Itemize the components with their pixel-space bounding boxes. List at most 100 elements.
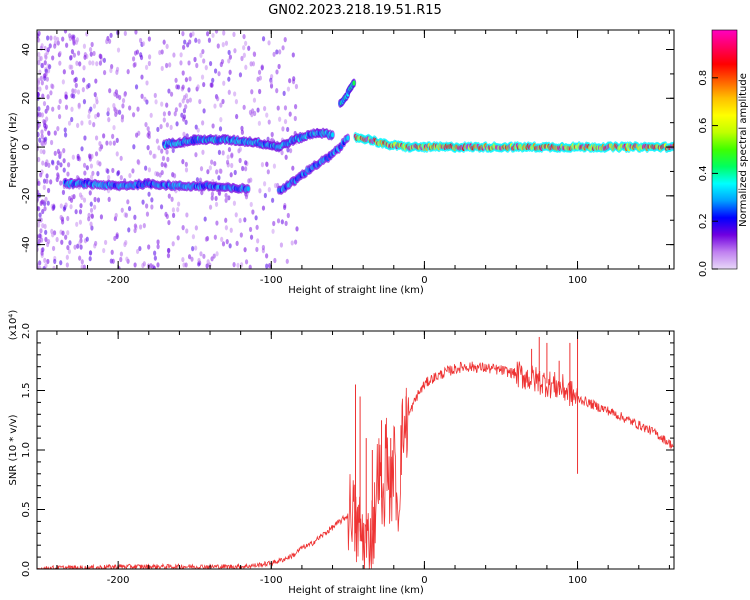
heatmap-speckle <box>273 182 278 189</box>
heatmap-speckle <box>121 98 126 104</box>
heatmap-speckle <box>68 64 72 70</box>
heatmap-speckle <box>283 37 287 43</box>
snr-y-tick-label-4: 2.0 <box>21 323 32 339</box>
heatmap-speckle <box>57 113 62 120</box>
heatmap-speckle <box>75 60 79 66</box>
heatmap-speckle <box>242 45 246 51</box>
heatmap-speckle <box>294 83 299 90</box>
heatmap-speckle <box>67 120 72 126</box>
heatmap-speckle <box>216 96 220 102</box>
heatmap-speckle <box>92 103 97 109</box>
heatmap-speckle <box>233 91 237 97</box>
heatmap-speckle <box>191 246 195 252</box>
heatmap-speckle <box>286 212 290 219</box>
heatmap-speckle <box>212 253 216 259</box>
spectrogram-x-ticks: -200 -100 0 100 <box>56 30 670 286</box>
snr-x-tick-label-3: 100 <box>568 575 587 586</box>
heatmap-speckle <box>227 58 231 64</box>
heatmap-speckle <box>218 126 223 132</box>
heatmap-speckle <box>215 169 219 175</box>
heatmap-speckle <box>40 129 44 135</box>
heatmap-speckle <box>45 173 49 179</box>
heatmap-speckle <box>142 261 146 267</box>
heatmap-speckle <box>76 155 80 161</box>
heatmap-speckle <box>201 149 205 155</box>
heatmap-speckle <box>211 123 215 129</box>
spec-x-tick-label-0: -200 <box>107 275 130 286</box>
heatmap-speckle <box>128 105 132 111</box>
heatmap-speckle <box>48 43 52 49</box>
heatmap-speckle <box>75 37 80 43</box>
heatmap-speckle <box>265 263 269 269</box>
heatmap-speckle <box>156 126 160 133</box>
spec-x-tick-label-2: 0 <box>421 275 427 286</box>
heatmap-speckle <box>242 104 246 110</box>
snr-x-tick-label-1: -100 <box>260 575 283 586</box>
heatmap-speckle <box>68 240 72 246</box>
heatmap-speckle <box>284 154 288 160</box>
heatmap-speckle <box>201 120 205 126</box>
heatmap-speckle <box>166 253 171 259</box>
heatmap-speckle <box>196 127 200 133</box>
heatmap-speckle <box>76 89 81 95</box>
heatmap-speckle <box>132 62 136 68</box>
spec-y-tick-label-1: -20 <box>21 188 32 204</box>
snr-x-tick-label-2: 0 <box>421 575 427 586</box>
heatmap-speckle <box>50 83 54 89</box>
heatmap-speckle <box>106 107 110 113</box>
heatmap-speckle <box>215 251 219 257</box>
heatmap-speckle <box>70 93 74 99</box>
heatmap-speckle <box>188 76 192 82</box>
heatmap-speckle <box>156 171 160 177</box>
heatmap-speckle <box>134 84 139 90</box>
heatmap-speckle <box>52 204 56 210</box>
heatmap-speckle <box>256 238 260 244</box>
heatmap-speckle <box>73 77 77 83</box>
heatmap-speckle <box>38 265 42 269</box>
heatmap-speckle <box>242 33 246 40</box>
heatmap-speckle <box>295 226 299 232</box>
heatmap-speckle <box>56 160 60 166</box>
snr-y-tick-label-1: 0.5 <box>21 502 32 518</box>
heatmap-speckle <box>98 141 102 147</box>
heatmap-speckle <box>208 204 213 210</box>
heatmap-speckle <box>285 258 289 264</box>
heatmap-speckle <box>149 112 153 118</box>
heatmap-speckle <box>63 127 67 133</box>
heatmap-speckle <box>120 207 124 213</box>
heatmap-speckle <box>62 158 66 164</box>
heatmap-speckle <box>49 139 54 146</box>
heatmap-speckle <box>115 137 119 143</box>
heatmap-speckle <box>79 203 83 209</box>
heatmap-speckle <box>119 175 123 181</box>
heatmap-speckle <box>102 247 106 254</box>
heatmap-speckle <box>152 265 156 269</box>
heatmap-speckle <box>272 51 276 57</box>
heatmap-speckle <box>178 102 182 108</box>
heatmap-speckle <box>160 169 164 176</box>
heatmap-speckle <box>201 48 205 55</box>
heatmap-speckle <box>185 212 189 218</box>
heatmap-speckle <box>49 35 53 41</box>
heatmap-speckle <box>62 69 66 75</box>
heatmap-speckle <box>291 165 295 171</box>
heatmap-speckle <box>112 140 116 146</box>
heatmap-speckle <box>88 256 92 262</box>
heatmap-speckle <box>47 130 51 136</box>
heatmap-speckle <box>133 223 137 229</box>
heatmap-speckle <box>160 161 164 168</box>
heatmap-speckle <box>53 43 57 49</box>
heatmap-speckle <box>230 162 234 169</box>
heatmap-speckle <box>119 251 123 257</box>
heatmap-speckle <box>108 140 113 146</box>
heatmap-speckle <box>258 88 262 95</box>
heatmap-speckle <box>244 160 248 166</box>
heatmap-speckle <box>167 110 171 116</box>
colorbar-tick-label-3: 0.6 <box>698 118 709 134</box>
heatmap-speckle <box>51 232 55 238</box>
heatmap-speckle <box>133 262 137 268</box>
snr-panel: -200 -100 0 100 0.0 0.5 1.0 1.5 2.0 Height of s… <box>8 310 675 596</box>
heatmap-speckle <box>38 112 42 118</box>
heatmap-speckle <box>165 122 169 128</box>
